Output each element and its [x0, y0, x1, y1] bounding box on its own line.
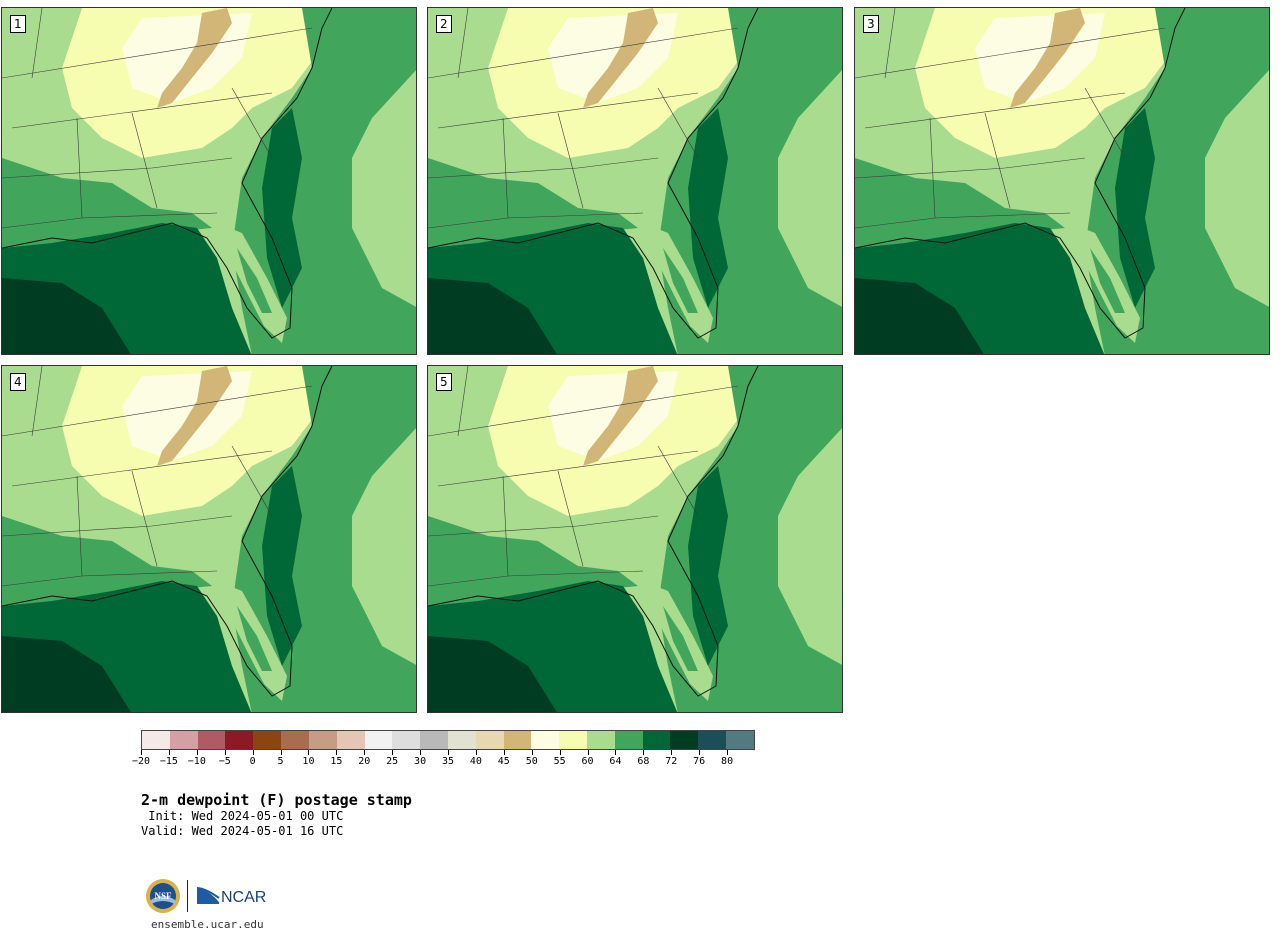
colorbar-swatch [670, 731, 699, 749]
colorbar-swatch [336, 731, 365, 749]
colorbar-swatch [142, 731, 170, 749]
colorbar-swatch [392, 731, 421, 749]
colorbar-tick-label: 45 [497, 756, 510, 767]
ensemble-member-5-panel: 5 [427, 365, 843, 713]
product-title: 2-m dewpoint (F) postage stamp [141, 791, 412, 809]
colorbar-tick-label: 76 [693, 756, 706, 767]
colorbar-swatch [503, 731, 532, 749]
ensemble-member-1-panel: 1 [1, 7, 417, 355]
colorbar-swatch [447, 731, 476, 749]
colorbar-swatch [614, 731, 643, 749]
sponsor-logos: NSF NCAR [145, 876, 285, 916]
ncar-logo-icon: NCAR [197, 887, 266, 906]
colorbar-tick [308, 750, 310, 755]
colorbar-tick [559, 750, 561, 755]
init-time: Init: Wed 2024-05-01 00 UTC [141, 809, 344, 823]
colorbar-tick [420, 750, 422, 755]
colorbar-tick [699, 750, 701, 755]
colorbar-tick [280, 750, 282, 755]
colorbar-tick-label: 15 [330, 756, 343, 767]
colorbar-tick-label: 40 [469, 756, 482, 767]
colorbar-swatch [420, 731, 448, 749]
colorbar-ticks: −20 −15 −10 −5 0 5 10 15 20 25 30 35 40 45 50 55 60 64 68 7… [132, 750, 755, 774]
dewpoint-map [428, 366, 842, 712]
colorbar-tick [196, 750, 198, 755]
colorbar-tick-label: 60 [581, 756, 594, 767]
nsf-logo-text: NSF [154, 891, 172, 901]
colorbar-tick [448, 750, 449, 755]
site-url: ensemble.ucar.edu [151, 918, 264, 931]
member-label: 3 [863, 15, 879, 33]
colorbar-tick-label: 30 [414, 756, 427, 767]
ensemble-member-4-panel: 4 [1, 365, 417, 713]
colorbar-tick [141, 750, 142, 755]
colorbar-tick [531, 750, 533, 755]
member-label: 5 [436, 373, 452, 391]
colorbar-tick [392, 750, 394, 755]
colorbar-tick [643, 750, 645, 755]
dewpoint-map [2, 8, 416, 354]
dewpoint-map [855, 8, 1269, 354]
colorbar-tick-label: 80 [721, 756, 734, 767]
colorbar-tick [168, 750, 170, 755]
colorbar-tick-label: 20 [358, 756, 371, 767]
colorbar-tick-label: 5 [277, 756, 284, 767]
dewpoint-map [428, 8, 842, 354]
colorbar-tick-label: −15 [159, 756, 178, 767]
colorbar-tick [587, 750, 589, 755]
colorbar-tick-label: 25 [386, 756, 399, 767]
colorbar-tick [252, 750, 254, 755]
colorbar-tick-label: 10 [302, 756, 315, 767]
member-label: 2 [436, 15, 452, 33]
colorbar-swatch [642, 731, 671, 749]
colorbar-tick-label: 68 [637, 756, 650, 767]
colorbar-tick [727, 750, 729, 755]
colorbar-swatch [698, 731, 727, 749]
dewpoint-colorbar [141, 730, 755, 750]
colorbar-tick-label: −10 [187, 756, 206, 767]
colorbar-tick-label: 64 [609, 756, 622, 767]
ensemble-member-3-panel: 3 [854, 7, 1270, 355]
colorbar-tick [475, 750, 477, 755]
colorbar-tick-label: 0 [249, 756, 256, 767]
colorbar-swatch [587, 731, 615, 749]
colorbar-tick [224, 750, 226, 755]
colorbar-tick-label: 72 [665, 756, 678, 767]
colorbar-tick-label: 35 [441, 756, 455, 767]
colorbar-swatch [531, 731, 560, 749]
member-label: 1 [10, 15, 26, 33]
colorbar-swatch [726, 731, 754, 749]
colorbar-swatch [281, 731, 309, 749]
colorbar-tick-label: −20 [131, 756, 151, 767]
ncar-logo-text: NCAR [221, 889, 266, 906]
colorbar-swatch [253, 731, 282, 749]
colorbar-swatch [308, 731, 337, 749]
nsf-logo-icon: NSF [146, 879, 180, 913]
dewpoint-map [2, 366, 416, 712]
colorbar-tick [503, 750, 505, 755]
colorbar-swatch [559, 731, 587, 749]
valid-time: Valid: Wed 2024-05-01 16 UTC [141, 824, 344, 838]
ensemble-member-2-panel: 2 [427, 7, 843, 355]
colorbar-swatch [475, 731, 504, 749]
colorbar-tick-label: −5 [218, 756, 231, 767]
colorbar-tick [336, 750, 338, 755]
colorbar-swatch [197, 731, 226, 749]
colorbar-swatch [364, 731, 393, 749]
colorbar-tick [364, 750, 366, 755]
colorbar-tick-label: 50 [525, 756, 538, 767]
logo-divider [187, 880, 188, 912]
colorbar-swatch [225, 731, 254, 749]
colorbar-swatch [169, 731, 198, 749]
colorbar-tick-label: 55 [553, 756, 566, 767]
colorbar-tick [615, 750, 617, 755]
colorbar-tick [671, 750, 673, 755]
member-label: 4 [10, 373, 26, 391]
